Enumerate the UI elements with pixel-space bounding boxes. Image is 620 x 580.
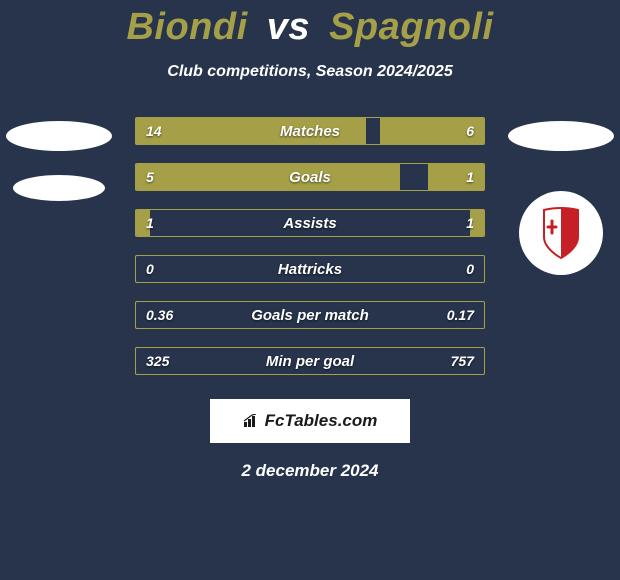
- stat-row: 00Hattricks: [135, 255, 485, 283]
- left-avatar-column: [4, 117, 114, 201]
- stat-bars-container: 146Matches 51Goals 11Assists 00Hattricks 0.3…: [135, 117, 485, 375]
- stat-row: 51Goals: [135, 163, 485, 191]
- stat-row: 0.360.17Goals per match: [135, 301, 485, 329]
- player2-club-logo: [519, 191, 603, 275]
- stat-label: Goals per match: [136, 302, 484, 328]
- date-text: 2 december 2024: [0, 461, 620, 481]
- stat-label: Assists: [136, 210, 484, 236]
- stat-label: Matches: [136, 118, 484, 144]
- player2-name: Spagnoli: [329, 6, 493, 48]
- vs-text: vs: [267, 6, 310, 48]
- branding-text: FcTables.com: [265, 411, 378, 431]
- stat-label: Goals: [136, 164, 484, 190]
- branding-badge: FcTables.com: [210, 399, 410, 443]
- shield-icon: [540, 207, 582, 259]
- player2-avatar-placeholder: [508, 121, 614, 151]
- comparison-content: 146Matches 51Goals 11Assists 00Hattricks 0.3…: [0, 117, 620, 375]
- page-title: Biondi vs Spagnoli: [0, 0, 620, 49]
- stat-label: Min per goal: [136, 348, 484, 374]
- stat-row: 11Assists: [135, 209, 485, 237]
- subtitle: Club competitions, Season 2024/2025: [0, 63, 620, 81]
- chart-icon: [243, 414, 261, 428]
- stat-label: Hattricks: [136, 256, 484, 282]
- player1-club-placeholder: [13, 175, 105, 201]
- stat-row: 146Matches: [135, 117, 485, 145]
- player1-name: Biondi: [126, 6, 247, 48]
- stat-row: 325757Min per goal: [135, 347, 485, 375]
- right-avatar-column: [506, 117, 616, 275]
- player1-avatar-placeholder: [6, 121, 112, 151]
